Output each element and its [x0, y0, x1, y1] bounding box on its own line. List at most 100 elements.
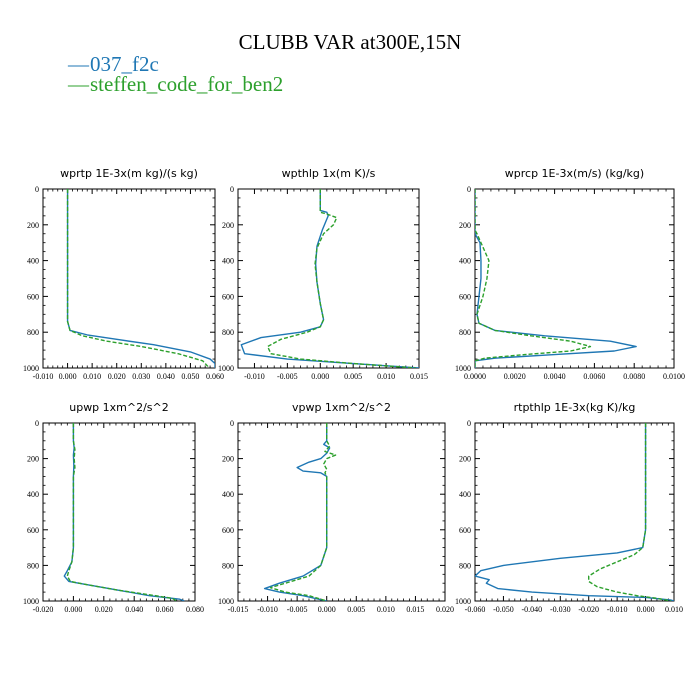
y-tick-label: 600: [222, 526, 234, 535]
x-tick-label: 0.010: [83, 372, 101, 381]
x-tick-label: 0.030: [132, 372, 150, 381]
series-line-037-f2c: [475, 189, 637, 368]
y-tick-label: 200: [222, 221, 234, 230]
panel-title: vpwp 1xm^2/s^2: [292, 401, 391, 414]
x-tick-label: 0.060: [206, 372, 224, 381]
legend-line-icon: —: [68, 72, 89, 96]
y-tick-label: 800: [222, 561, 234, 570]
x-tick-label: 0.000: [64, 605, 82, 614]
x-tick-label: 0.000: [637, 605, 655, 614]
x-tick-label: -0.005: [287, 605, 308, 614]
y-tick-label: 600: [27, 526, 39, 535]
x-tick-label: 0.060: [156, 605, 174, 614]
x-tick-label: 0.000: [318, 605, 336, 614]
series-line-steffen-code-for-ben2: [475, 189, 592, 368]
y-tick-label: 200: [27, 455, 39, 464]
x-tick-label: -0.010: [244, 372, 265, 381]
y-tick-label: 800: [459, 561, 471, 570]
x-tick-label: 0.010: [665, 605, 683, 614]
panel-title: wprcp 1E-3x(m/s) (kg/kg): [505, 167, 644, 180]
chart-panel-4: upwp 1xm^2/s^2 -0.020 0.000 0.020 0.040 0.060…: [23, 401, 204, 614]
chart-panel-1: wprtp 1E-3x(m kg)/(s kg) -0.010 0.000 0.010…: [23, 167, 224, 381]
panel-title: wprtp 1E-3x(m kg)/(s kg): [60, 167, 198, 180]
x-tick-label: 0.040: [125, 605, 143, 614]
series-line-steffen-code-for-ben2: [66, 189, 209, 368]
y-tick-label: 600: [222, 292, 234, 301]
y-tick-label: 800: [222, 328, 234, 337]
legend-item-steffen: —steffen_code_for_ben2: [68, 72, 283, 97]
y-tick-label: 200: [27, 221, 39, 230]
x-tick-label: -0.060: [465, 605, 486, 614]
x-tick-label: 0.015: [410, 372, 428, 381]
x-tick-label: 0.010: [377, 372, 395, 381]
y-tick-label: 200: [222, 455, 234, 464]
y-tick-label: 800: [27, 561, 39, 570]
y-tick-label: 1000: [455, 364, 471, 373]
y-tick-label: 0: [230, 185, 234, 194]
series-line-steffen-code-for-ben2: [266, 189, 416, 368]
x-tick-label: 0.000: [59, 372, 77, 381]
y-tick-label: 400: [459, 490, 471, 499]
chart-panel-5: vpwp 1xm^2/s^2 -0.015 -0.010 -0.005 0.000 0.0…: [218, 401, 454, 614]
y-tick-label: 0: [467, 419, 471, 428]
y-tick-label: 600: [459, 526, 471, 535]
legend-line-icon: —: [68, 52, 89, 76]
y-tick-label: 0: [35, 419, 39, 428]
chart-panel-3: wprcp 1E-3x(m/s) (kg/kg) 0.0000 0.0020 0.00…: [455, 167, 685, 381]
x-tick-label: -0.050: [493, 605, 514, 614]
x-tick-label: 0.0040: [544, 372, 566, 381]
panel-title: upwp 1xm^2/s^2: [69, 401, 169, 414]
x-tick-label: 0.0100: [663, 372, 685, 381]
x-tick-label: 0.050: [181, 372, 199, 381]
y-tick-label: 400: [27, 490, 39, 499]
legend-item-037-f2c: —037_f2c: [68, 52, 159, 77]
x-tick-label: -0.010: [607, 605, 628, 614]
x-tick-label: 0.020: [95, 605, 113, 614]
y-tick-label: 1000: [23, 364, 39, 373]
x-tick-label: -0.015: [228, 605, 249, 614]
series-line-steffen-code-for-ben2: [269, 423, 337, 601]
plot-frame: [237, 422, 446, 602]
series-line-037-f2c: [63, 423, 185, 601]
y-tick-label: 1000: [218, 597, 234, 606]
legend-label: steffen_code_for_ben2: [90, 72, 284, 96]
x-tick-label: -0.030: [550, 605, 571, 614]
x-tick-label: -0.020: [33, 605, 54, 614]
y-tick-label: 800: [459, 328, 471, 337]
x-tick-label: 0.0020: [504, 372, 526, 381]
y-tick-label: 0: [467, 185, 471, 194]
x-tick-label: 0.0000: [464, 372, 486, 381]
x-tick-label: 0.080: [186, 605, 204, 614]
x-tick-label: -0.005: [277, 372, 298, 381]
y-tick-label: 400: [27, 257, 39, 266]
y-tick-label: 400: [222, 490, 234, 499]
x-tick-label: 0.000: [311, 372, 329, 381]
plot-frame: [474, 188, 675, 369]
y-tick-label: 0: [230, 419, 234, 428]
panel-title: wpthlp 1x(m K)/s: [282, 167, 376, 180]
series-line-037-f2c: [263, 423, 331, 601]
y-tick-label: 600: [27, 292, 39, 301]
chart-panel-2: wpthlp 1x(m K)/s -0.010 -0.005 0.000 0.005 0.…: [218, 167, 428, 381]
figure-title: CLUBB VAR at300E,15N: [238, 30, 462, 54]
x-tick-label: 0.020: [436, 605, 454, 614]
y-tick-label: 1000: [23, 597, 39, 606]
y-tick-label: 400: [222, 257, 234, 266]
x-tick-label: 0.0080: [623, 372, 645, 381]
x-tick-label: -0.010: [257, 605, 278, 614]
y-tick-label: 200: [459, 455, 471, 464]
y-tick-label: 0: [35, 185, 39, 194]
x-tick-label: 0.015: [406, 605, 424, 614]
plot-frame: [474, 422, 675, 602]
series-line-steffen-code-for-ben2: [588, 423, 672, 601]
x-tick-label: 0.005: [347, 605, 365, 614]
legend-label: 037_f2c: [90, 52, 159, 76]
y-tick-label: 400: [459, 257, 471, 266]
x-tick-label: 0.0060: [583, 372, 605, 381]
series-line-steffen-code-for-ben2: [66, 423, 178, 601]
x-tick-label: 0.010: [377, 605, 395, 614]
chart-panel-6: rtpthlp 1E-3x(kg K)/kg -0.060 -0.050 -0.040…: [455, 401, 683, 614]
series-line-037-f2c: [66, 189, 215, 368]
y-tick-label: 1000: [218, 364, 234, 373]
